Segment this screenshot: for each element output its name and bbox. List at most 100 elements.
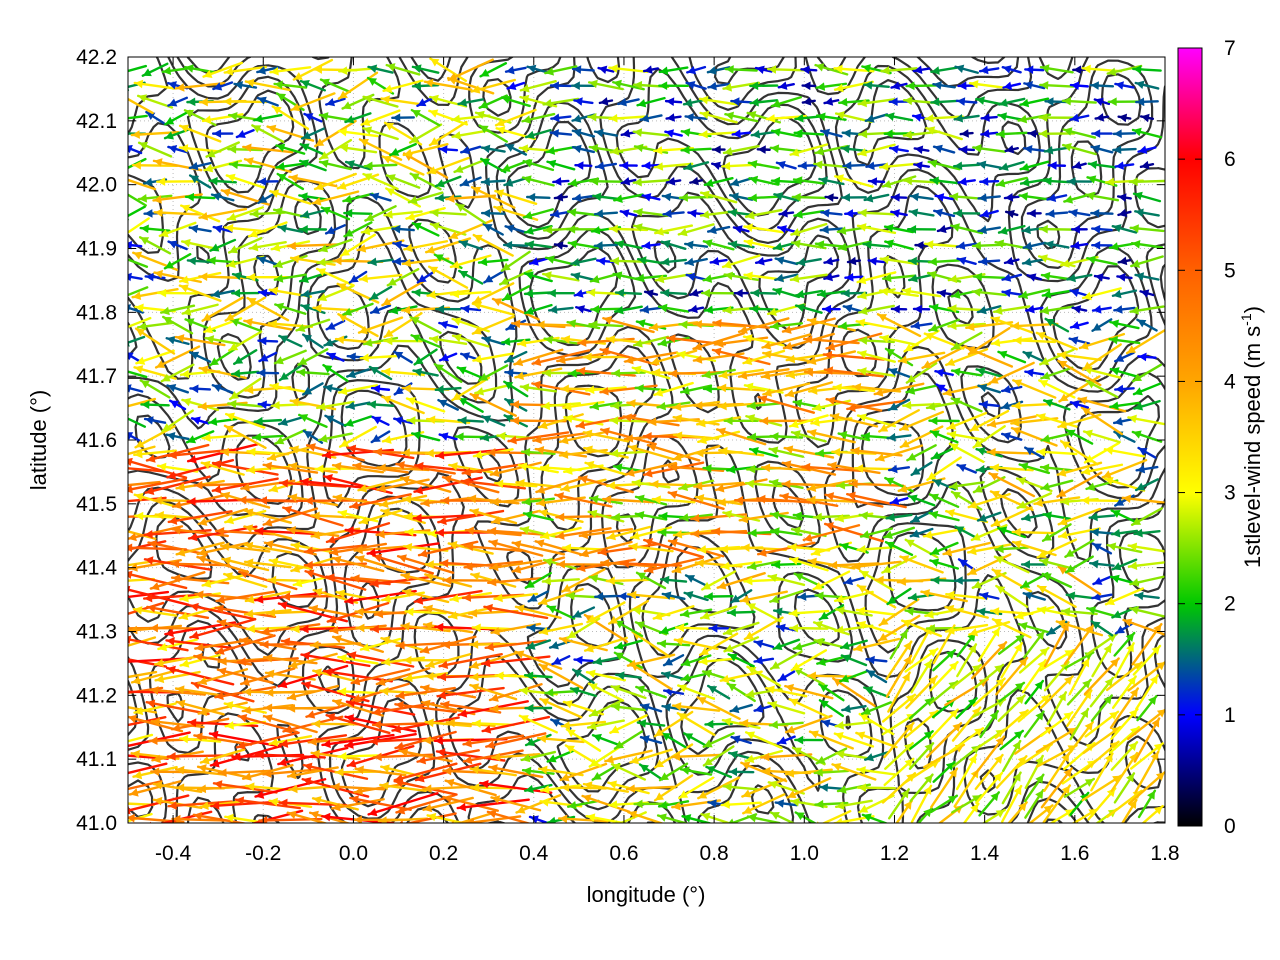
wind-vector <box>773 192 800 202</box>
wind-vector <box>1087 160 1117 170</box>
wind-vector <box>567 177 600 187</box>
wind-vector <box>1026 273 1043 282</box>
wind-vector <box>163 253 192 270</box>
wind-vector <box>929 541 959 556</box>
wind-vector <box>753 656 775 665</box>
wind-vector <box>657 303 690 313</box>
wind-vector <box>886 587 912 606</box>
wind-vector <box>1113 772 1136 804</box>
wind-vector <box>683 732 710 748</box>
wind-vector <box>815 82 848 91</box>
wind-vector <box>1039 463 1074 473</box>
wind-vector <box>601 495 655 504</box>
wind-vector <box>211 129 234 138</box>
wind-vector <box>684 257 708 267</box>
wind-vector <box>727 767 755 777</box>
wind-vector <box>256 256 280 266</box>
wind-vector <box>956 463 977 474</box>
wind-vector <box>794 735 824 745</box>
wind-vector <box>1023 773 1045 803</box>
wind-vector <box>160 304 196 316</box>
wind-vector <box>865 161 888 171</box>
wind-vector <box>921 345 967 370</box>
wind-vector <box>357 316 404 335</box>
wind-vector <box>313 172 357 191</box>
wind-vector <box>167 96 188 107</box>
wind-vector <box>277 746 349 767</box>
wind-vector <box>295 318 331 333</box>
wind-vector <box>750 288 778 298</box>
wind-vector <box>514 367 563 381</box>
wind-vector <box>451 376 491 402</box>
wind-vector <box>559 762 608 782</box>
wind-vector <box>408 123 443 144</box>
wind-vector <box>999 729 1024 751</box>
wind-vector <box>289 397 337 411</box>
wind-vector <box>187 718 259 728</box>
wind-vector <box>137 141 173 158</box>
wind-vector <box>756 145 771 154</box>
wind-vector <box>428 120 468 147</box>
wind-vector <box>1001 784 1023 823</box>
wind-vector <box>1127 542 1165 553</box>
wind-vector <box>382 79 424 93</box>
y-axis-label: latitude (°) <box>26 390 51 491</box>
wind-vector <box>1104 587 1145 606</box>
wind-vector <box>457 396 484 413</box>
wind-vector <box>613 730 644 750</box>
wind-vector <box>165 637 236 650</box>
wind-vector <box>311 190 360 206</box>
wind-vector <box>693 481 745 491</box>
wind-vector <box>788 698 830 719</box>
wind-vector <box>300 127 325 140</box>
wind-vector <box>1132 382 1162 396</box>
wind-vector <box>298 272 327 283</box>
wind-vector <box>706 684 731 700</box>
wind-vector <box>609 256 648 266</box>
wind-vector <box>925 126 963 141</box>
wind-vector <box>762 350 811 363</box>
wind-vector <box>700 288 737 298</box>
wind-vector <box>795 257 822 267</box>
wind-vector <box>904 647 939 673</box>
y-tick-label: 42.0 <box>76 174 117 197</box>
wind-vector <box>480 208 506 218</box>
wind-vector <box>787 543 831 552</box>
wind-vector <box>211 477 279 494</box>
wind-vector <box>1111 289 1138 299</box>
wind-vector <box>301 333 324 349</box>
wind-vector <box>393 416 414 425</box>
wind-vector <box>128 272 143 282</box>
colorbar-tick-label: 1 <box>1224 704 1236 727</box>
wind-vector <box>1088 512 1116 522</box>
wind-vector <box>457 416 484 425</box>
wind-vector <box>899 555 944 574</box>
wind-vector <box>460 304 482 314</box>
wind-vector <box>346 651 415 668</box>
wind-vector <box>749 304 779 314</box>
wind-vector <box>307 736 364 746</box>
wind-vector <box>416 270 435 284</box>
wind-vector <box>321 733 395 749</box>
wind-vector <box>1110 708 1139 741</box>
wind-vector <box>180 238 220 251</box>
wind-vector <box>979 209 999 218</box>
wind-vector <box>714 478 768 493</box>
wind-vector <box>433 363 463 383</box>
wind-vector <box>904 709 939 739</box>
wind-vector <box>1042 176 1072 186</box>
wind-vector <box>584 460 628 476</box>
wind-vector <box>469 765 517 777</box>
wind-vector <box>379 781 427 793</box>
wind-vector <box>833 80 874 93</box>
wind-vector <box>975 771 1004 805</box>
wind-vector <box>733 288 749 298</box>
wind-vector <box>524 571 552 589</box>
wind-vector <box>1091 129 1113 138</box>
wind-vector <box>613 639 644 650</box>
wind-vector <box>337 654 379 665</box>
wind-vector <box>346 368 370 379</box>
wind-vector <box>863 193 890 203</box>
wind-vector <box>1085 632 1118 656</box>
